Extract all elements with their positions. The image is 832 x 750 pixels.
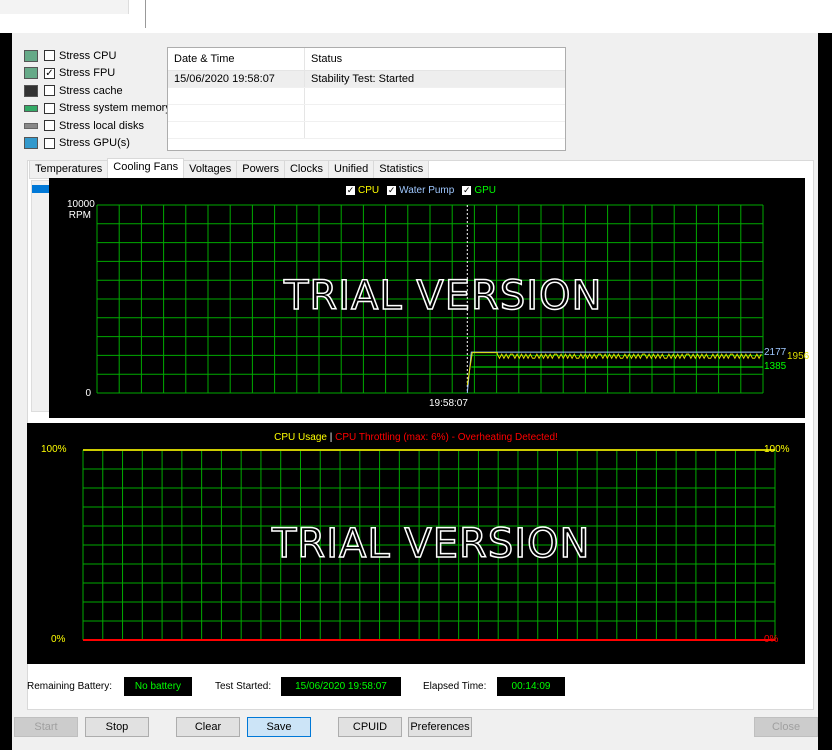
right-min-label: 0% [764, 634, 779, 645]
right-max-label: 100% [764, 444, 790, 455]
stress-gpu-option[interactable]: Stress GPU(s) [24, 135, 171, 153]
start-button[interactable]: Start [14, 717, 78, 737]
cell-datetime: 15/06/2020 19:58:07 [168, 71, 305, 87]
background-window [0, 0, 832, 33]
label: Stress FPU [59, 67, 116, 80]
checkbox[interactable] [44, 137, 55, 149]
label: Stress CPU [59, 49, 117, 62]
tab-statistics[interactable]: Statistics [373, 160, 430, 179]
legend-water-pump[interactable]: ✓ Water Pump [387, 185, 455, 196]
left-min-label: 0% [51, 634, 66, 645]
tab-voltages[interactable]: Voltages [183, 160, 238, 179]
cpu-chart-title: CPU Usage | CPU Throttling (max: 6%) - O… [274, 432, 558, 443]
fan-plot [96, 204, 764, 394]
trial-watermark: TRIAL VERSION [271, 520, 591, 568]
gpu-icon [24, 137, 38, 150]
stress-disks-option[interactable]: Stress local disks [24, 117, 171, 135]
left-max-label: 100% [41, 444, 67, 455]
sensor-list-scrollbar[interactable] [31, 180, 50, 412]
water-pump-value: 2177 [764, 347, 787, 358]
tab-cooling-fans[interactable]: Cooling Fans [107, 158, 185, 178]
legend-cpu[interactable]: ✓ CPU [346, 185, 380, 196]
checkbox[interactable] [44, 102, 55, 114]
memory-icon [24, 104, 38, 112]
cache-icon [24, 84, 38, 97]
tab-clocks[interactable]: Clocks [283, 160, 329, 179]
stress-fpu-option[interactable]: ✓ Stress FPU [24, 65, 171, 83]
stress-memory-option[interactable]: Stress system memory [24, 100, 171, 118]
status-log-table[interactable]: Date & Time Status 15/06/2020 19:58:07 Sta… [167, 47, 566, 151]
stress-cpu-option[interactable]: Stress CPU [24, 47, 171, 65]
y-min-label: 0 [85, 388, 91, 399]
cell-status: Stability Test: Started [311, 73, 415, 85]
checkbox[interactable] [44, 120, 55, 132]
x-time-label: 19:58:07 [429, 398, 468, 409]
tab-unified[interactable]: Unified [328, 160, 375, 179]
tab-powers[interactable]: Powers [236, 160, 285, 179]
table-row[interactable]: 15/06/2020 19:58:07 Stability Test: Start… [168, 71, 565, 88]
disk-icon [24, 122, 38, 129]
test-started-value: 15/06/2020 19:58:07 [281, 677, 401, 696]
legend-gpu[interactable]: ✓ GPU [462, 185, 496, 196]
cpu-plot [82, 449, 776, 641]
cpuid-button[interactable]: CPUID [338, 717, 402, 737]
fan-legend: ✓ CPU ✓ Water Pump ✓ GPU [346, 185, 496, 196]
system-stability-test-window: Stress CPU ✓ Stress FPU Stress cache Stre… [12, 33, 818, 750]
tab-temperatures[interactable]: Temperatures [29, 160, 109, 179]
column-header-datetime[interactable]: Date & Time [168, 48, 305, 70]
elapsed-time-value: 00:14:09 [497, 677, 565, 696]
elapsed-time-label: Elapsed Time: [423, 681, 487, 692]
cpu-icon [24, 49, 38, 62]
label: Stress local disks [59, 119, 144, 132]
stop-button[interactable]: Stop [85, 717, 149, 737]
stress-cache-option[interactable]: Stress cache [24, 82, 171, 100]
trial-watermark: TRIAL VERSION [283, 272, 603, 320]
label: Stress system memory [59, 102, 171, 115]
scroll-thumb[interactable] [32, 185, 49, 193]
preferences-button[interactable]: Preferences [408, 717, 472, 737]
clear-button[interactable]: Clear [176, 717, 240, 737]
checkbox[interactable] [44, 85, 55, 97]
cpu-usage-chart: CPU Usage | CPU Throttling (max: 6%) - O… [27, 423, 805, 664]
fpu-icon [24, 67, 38, 80]
battery-value: No battery [124, 677, 192, 696]
checkbox[interactable] [44, 50, 55, 62]
gpu-fan-value: 1385 [764, 361, 787, 372]
cpu-fan-line [466, 352, 762, 386]
label: Stress cache [59, 84, 123, 97]
label: Stress GPU(s) [59, 137, 130, 150]
close-button[interactable]: Close [754, 717, 818, 737]
column-header-status[interactable]: Status [311, 53, 343, 65]
y-unit-label: RPM [68, 210, 91, 221]
checkbox-checked[interactable]: ✓ [44, 67, 55, 79]
fan-chart: ✓ CPU ✓ Water Pump ✓ GPU 10000 RPM 0 19:58:… [49, 178, 809, 418]
y-max-label: 10000 [67, 199, 95, 210]
tab-bar: Temperatures Cooling Fans Voltages Power… [29, 158, 430, 179]
battery-label: Remaining Battery: [27, 681, 113, 692]
stress-options: Stress CPU ✓ Stress FPU Stress cache Stre… [24, 47, 171, 152]
cpu-fan-value: 1956 [787, 351, 810, 362]
save-button[interactable]: Save [247, 717, 311, 737]
test-started-label: Test Started: [215, 681, 272, 692]
